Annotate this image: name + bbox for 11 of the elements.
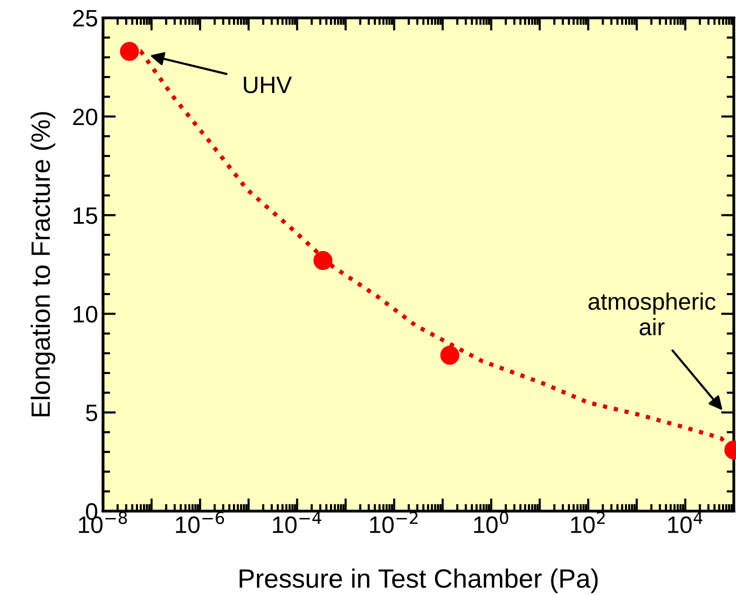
y-axis-title: Elongation to Fracture (%) (30, 112, 56, 416)
y-tick-label: 10 (74, 306, 98, 323)
x-tick-label: 10$^{4}$ (668, 512, 702, 534)
y-tick-label: 15 (74, 207, 98, 224)
y-tick-label: 5 (86, 404, 98, 422)
annotation: UHV (244, 76, 292, 94)
annotation: atmospheric air (588, 292, 716, 336)
x-tick-label: 10$^{−4}$ (273, 512, 322, 534)
y-tick-label: 20 (73, 108, 98, 126)
y-tick-label: 25 (73, 10, 98, 27)
x-axis-title: Pressure in Test Chamber (Pa) (240, 568, 598, 594)
